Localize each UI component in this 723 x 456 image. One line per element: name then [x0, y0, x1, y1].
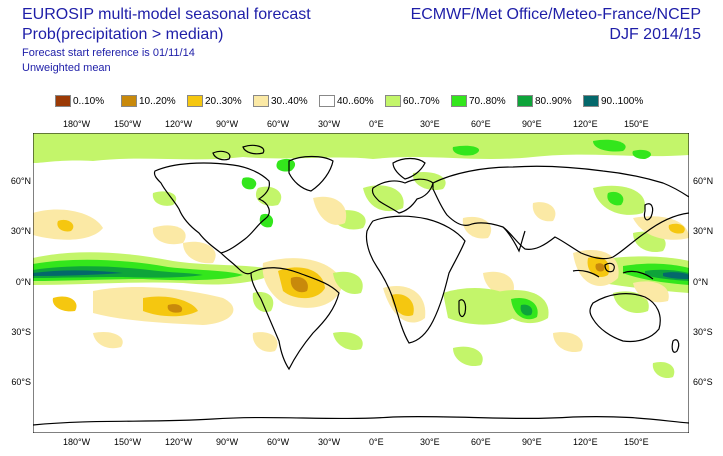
coastlines — [33, 144, 689, 426]
latitude-label: 0°N — [693, 277, 709, 287]
longitude-label: 60°E — [471, 119, 491, 129]
arctic-wet-band — [33, 133, 689, 163]
africa-outline — [365, 215, 466, 344]
longitude-label: 150°E — [624, 119, 649, 129]
latitude-label: 30°N — [693, 226, 714, 236]
forecast-start-note: Forecast start reference is 01/11/14 — [22, 47, 195, 59]
asia-outline — [432, 165, 689, 260]
north-america-outline — [153, 162, 270, 254]
longitude-label: 30°E — [420, 437, 440, 447]
world-precipitation-map — [33, 133, 689, 433]
longitude-label: 60°W — [267, 119, 290, 129]
greenland-outline — [288, 155, 334, 192]
legend-item: 10..20% — [121, 94, 176, 108]
weighting-note: Unweighted mean — [22, 62, 111, 74]
longitude-label: 150°W — [114, 119, 142, 129]
longitude-label: 90°E — [522, 119, 542, 129]
legend-label: 90..100% — [601, 95, 644, 107]
longitude-label: 150°E — [624, 437, 649, 447]
legend-item: 90..100% — [583, 94, 643, 108]
longitude-label: 60°W — [267, 437, 290, 447]
latitude-label: 60°S — [11, 377, 31, 387]
legend-label: 10..20% — [139, 95, 176, 107]
legend-item: 0..10% — [55, 94, 104, 108]
longitude-label: 90°W — [216, 437, 239, 447]
legend-swatch — [451, 95, 467, 107]
legend-swatch — [385, 95, 401, 107]
legend-label: 20..30% — [205, 95, 242, 107]
legend-swatch — [517, 95, 533, 107]
legend-swatch — [253, 95, 269, 107]
antarctica-outline — [33, 415, 689, 426]
legend-label: 40..60% — [337, 95, 374, 107]
latitude-label: 60°N — [693, 176, 714, 186]
longitude-label: 180°W — [63, 437, 91, 447]
longitude-label: 30°W — [318, 437, 341, 447]
latitude-label: 60°S — [693, 377, 713, 387]
longitude-label: 150°W — [114, 437, 142, 447]
longitude-label: 120°E — [573, 437, 598, 447]
latitude-label: 0°N — [15, 277, 31, 287]
legend-swatch — [583, 95, 599, 107]
latitude-label: 30°S — [693, 327, 713, 337]
longitude-label: 90°W — [216, 119, 239, 129]
longitude-label: 90°E — [522, 437, 542, 447]
map-subtitle: Prob(precipitation > median) — [22, 26, 224, 43]
legend-label: 30..40% — [271, 95, 308, 107]
legend-swatch — [121, 95, 137, 107]
longitude-label: 60°E — [471, 437, 491, 447]
legend-swatch — [55, 95, 71, 107]
legend-item: 20..30% — [187, 94, 242, 108]
legend-swatch — [187, 95, 203, 107]
legend-item: 30..40% — [253, 94, 308, 108]
longitude-label: 120°E — [573, 119, 598, 129]
south-america-outline — [250, 267, 340, 371]
latitude-label: 60°N — [10, 176, 31, 186]
australia-outline — [589, 293, 661, 343]
longitude-label: 0°E — [369, 437, 384, 447]
legend-item: 60..70% — [385, 94, 440, 108]
longitude-label: 0°E — [369, 119, 384, 129]
longitude-label: 30°E — [420, 119, 440, 129]
legend-label: 80..90% — [535, 95, 572, 107]
legend-label: 0..10% — [73, 95, 105, 107]
season-label: DJF 2014/15 — [609, 26, 701, 43]
longitude-label: 120°W — [165, 437, 193, 447]
legend-item: 80..90% — [517, 94, 572, 108]
europe-outline — [371, 178, 434, 214]
longitude-label: 120°W — [165, 119, 193, 129]
legend-item: 70..80% — [451, 94, 506, 108]
map-title: EUROSIP multi-model seasonal forecast — [22, 6, 311, 23]
legend-label: 70..80% — [469, 95, 506, 107]
centres-label: ECMWF/Met Office/Meteo-France/NCEP — [410, 6, 701, 23]
latitude-label: 30°S — [11, 327, 31, 337]
legend-item: 40..60% — [319, 94, 374, 108]
legend-label: 60..70% — [403, 95, 440, 107]
longitude-label: 30°W — [318, 119, 341, 129]
latitude-label: 30°N — [10, 226, 31, 236]
legend-swatch — [319, 95, 335, 107]
longitude-label: 180°W — [63, 119, 91, 129]
